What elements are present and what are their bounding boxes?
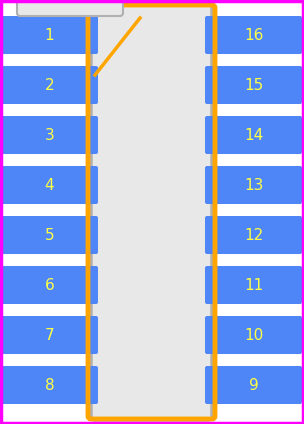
Text: 9: 9 [249,377,258,393]
Text: 1: 1 [45,28,54,42]
FancyBboxPatch shape [91,4,212,420]
FancyBboxPatch shape [205,16,302,54]
FancyBboxPatch shape [1,166,98,204]
FancyBboxPatch shape [1,216,98,254]
Text: 11: 11 [244,277,263,293]
Text: 13: 13 [244,178,263,192]
Text: 8: 8 [45,377,54,393]
FancyBboxPatch shape [205,66,302,104]
Text: 16: 16 [244,28,263,42]
Text: 10: 10 [244,327,263,343]
Text: 7: 7 [45,327,54,343]
FancyBboxPatch shape [1,116,98,154]
FancyBboxPatch shape [205,166,302,204]
Text: 15: 15 [244,78,263,92]
FancyBboxPatch shape [205,116,302,154]
FancyBboxPatch shape [205,266,302,304]
Text: 2: 2 [45,78,54,92]
Text: 12: 12 [244,228,263,243]
FancyBboxPatch shape [205,366,302,404]
FancyBboxPatch shape [1,316,98,354]
Text: 3: 3 [45,128,54,142]
FancyBboxPatch shape [17,0,123,16]
FancyBboxPatch shape [1,366,98,404]
FancyBboxPatch shape [1,66,98,104]
FancyBboxPatch shape [205,316,302,354]
FancyBboxPatch shape [1,266,98,304]
Text: 5: 5 [45,228,54,243]
Text: 14: 14 [244,128,263,142]
Text: 4: 4 [45,178,54,192]
Text: 6: 6 [45,277,54,293]
FancyBboxPatch shape [1,16,98,54]
FancyBboxPatch shape [205,216,302,254]
